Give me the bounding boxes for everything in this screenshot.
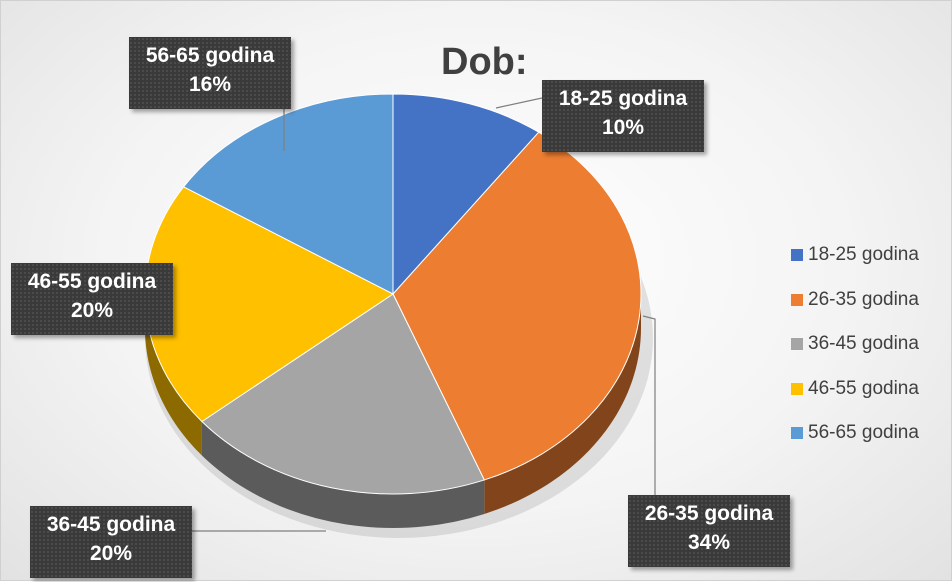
legend-swatch	[791, 293, 803, 306]
legend-label: 56-65 godina	[808, 422, 919, 444]
legend-entry: 36-45 godina	[791, 322, 919, 367]
pie-side-3	[145, 294, 202, 456]
legend: 18-25 godina 26-35 godina 36-45 godina 4…	[791, 233, 919, 456]
legend-label: 18-25 godina	[808, 244, 919, 266]
legend-entry: 46-55 godina	[791, 367, 919, 412]
leader-line-0	[495, 97, 543, 109]
legend-swatch	[791, 427, 803, 440]
legend-entry: 18-25 godina	[791, 233, 919, 278]
data-label-18-25: 18-25 godina 10%	[542, 80, 704, 152]
pie-slice-0	[392, 93, 540, 296]
legend-swatch	[791, 382, 803, 395]
legend-swatch	[791, 338, 803, 351]
data-label-36-45: 36-45 godina 20%	[30, 506, 192, 578]
legend-swatch	[791, 249, 803, 262]
legend-label: 26-35 godina	[808, 288, 919, 310]
data-label-56-65: 56-65 godina 16%	[129, 37, 291, 109]
legend-entry: 56-65 godina	[791, 411, 919, 456]
leader-line-1	[642, 315, 656, 495]
pie-slice-4	[182, 93, 394, 295]
legend-entry: 26-35 godina	[791, 278, 919, 323]
pie-slice-2	[201, 293, 485, 495]
chart-title: Dob:	[441, 41, 528, 83]
legend-label: 46-55 godina	[808, 377, 919, 399]
pie-side-2	[201, 421, 485, 528]
legend-label: 36-45 godina	[808, 333, 919, 355]
pie-slice-1	[392, 131, 642, 481]
data-label-26-35: 26-35 godina 34%	[628, 495, 790, 567]
data-label-46-55: 46-55 godina 20%	[11, 263, 173, 335]
pie-side-1	[484, 294, 641, 514]
